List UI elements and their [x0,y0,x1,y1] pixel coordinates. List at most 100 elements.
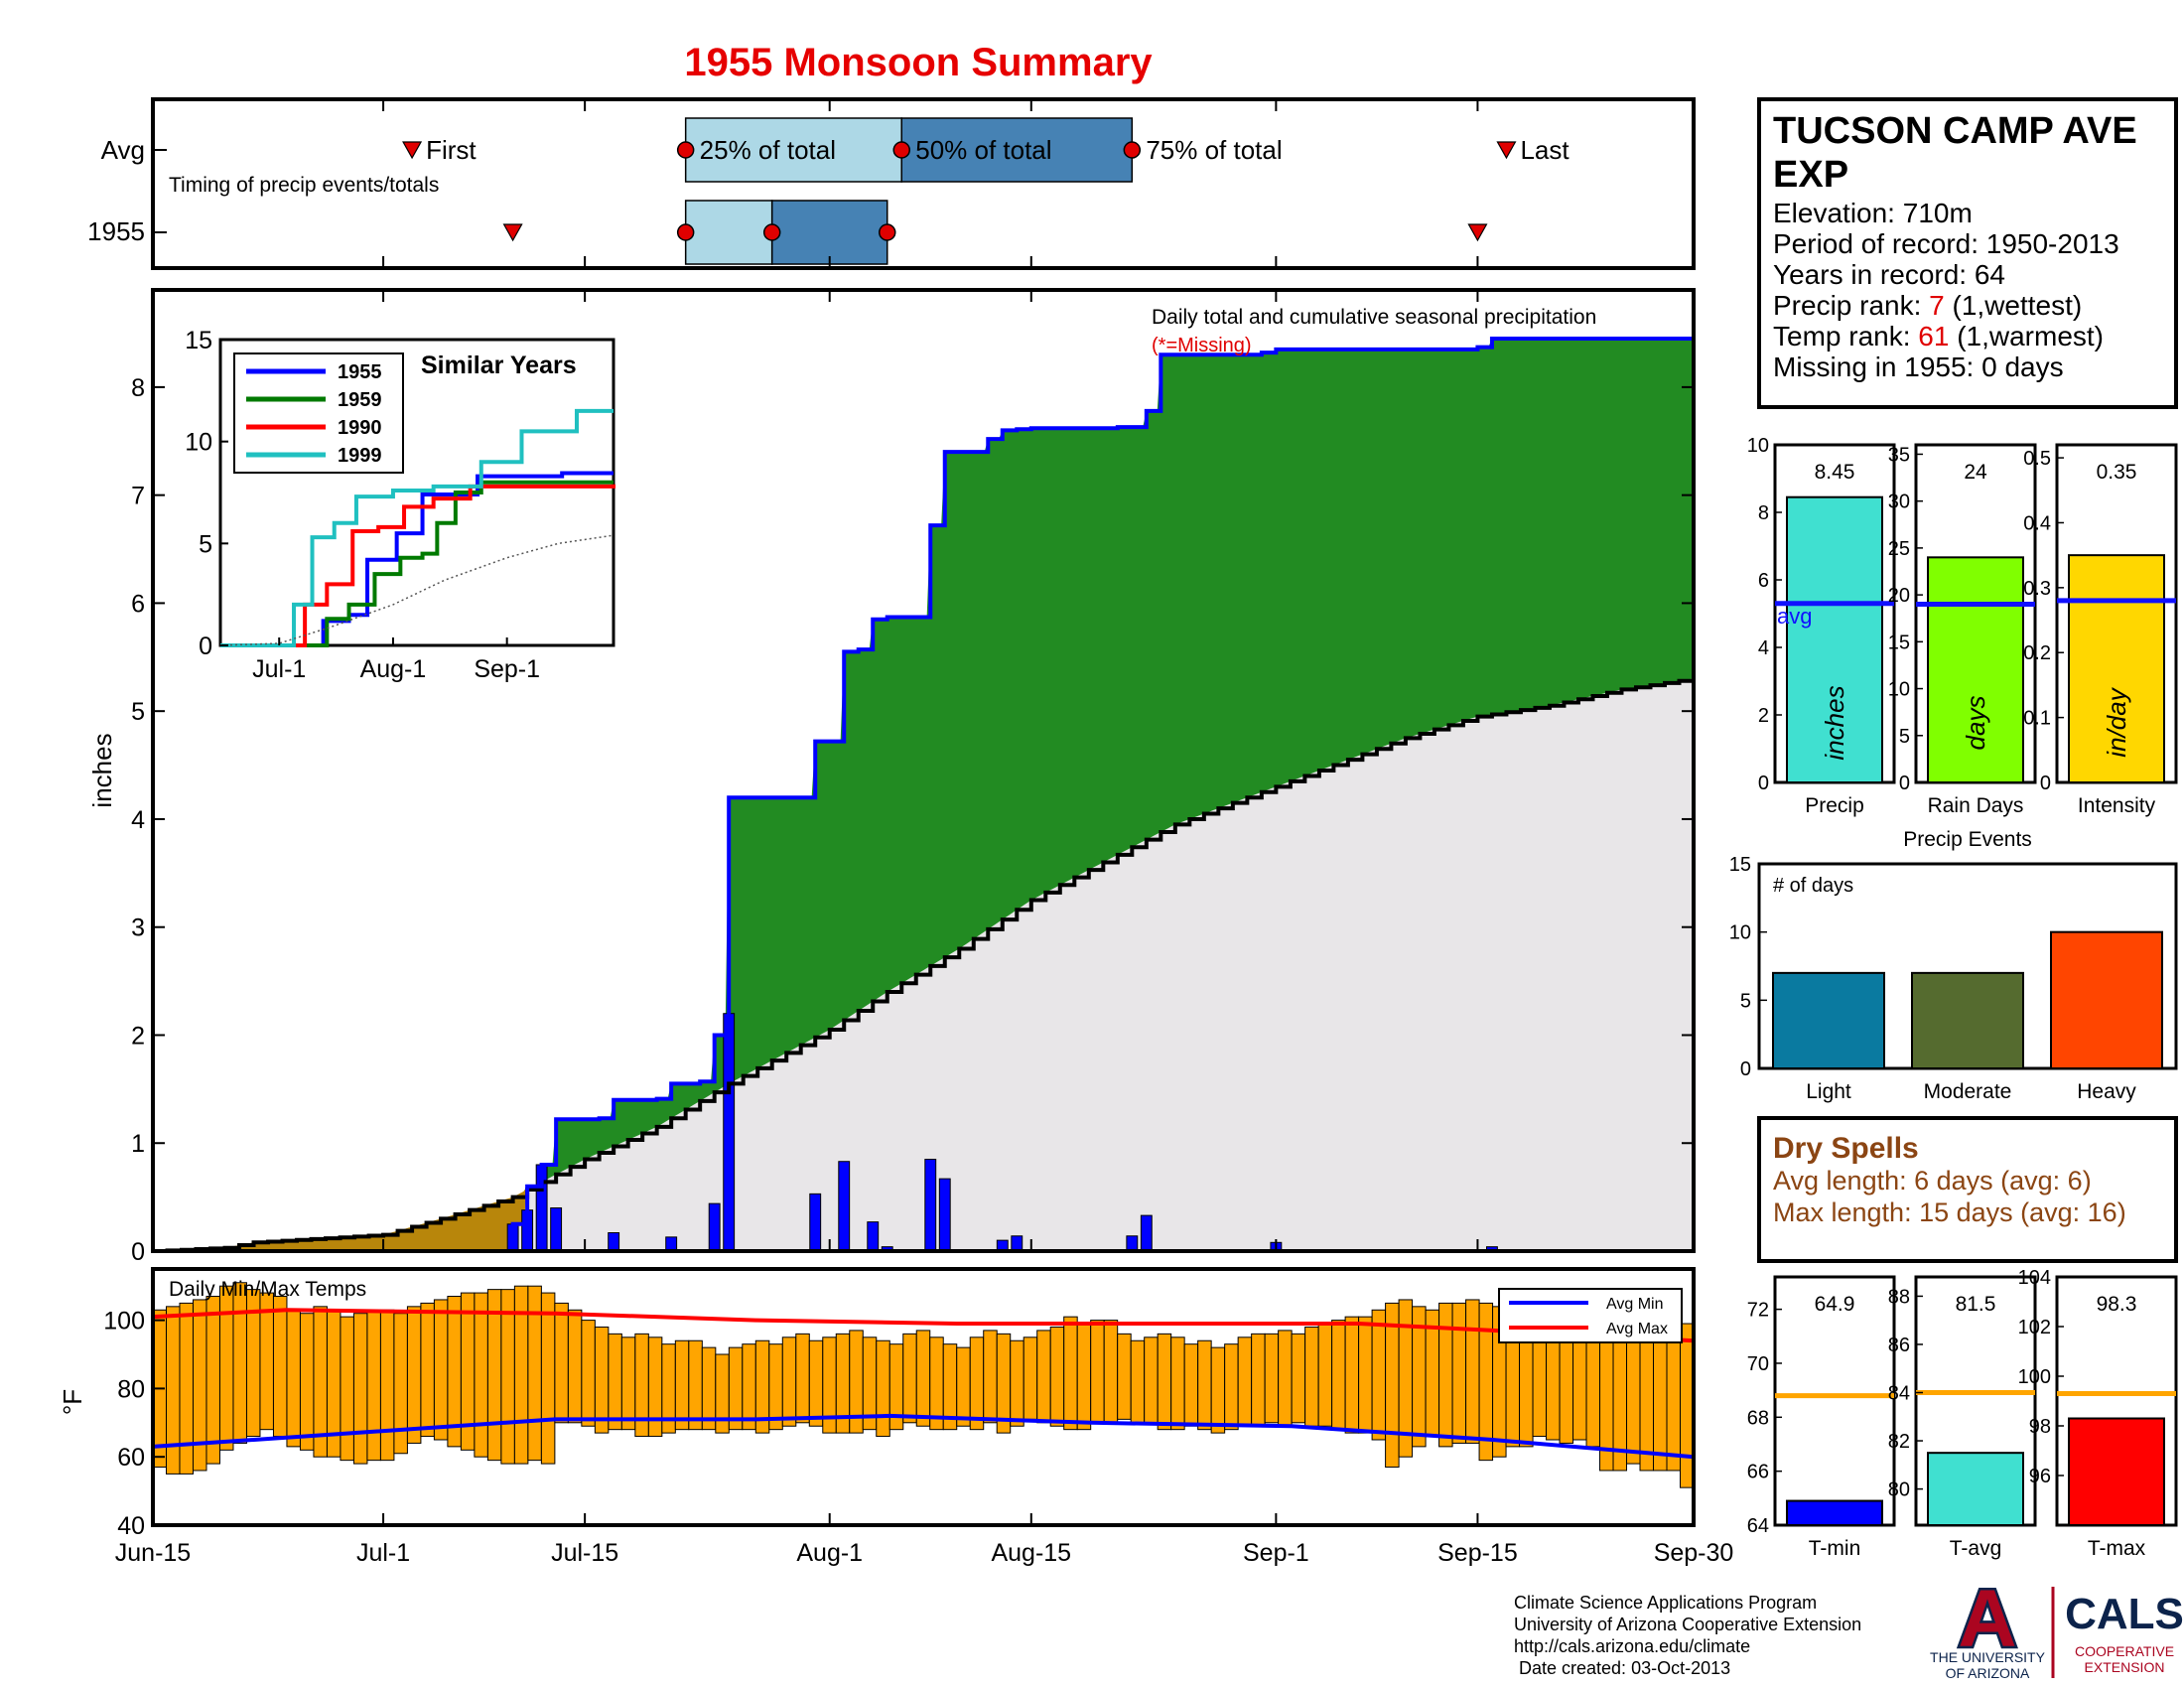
timing-pct-marker-2 [1123,141,1142,159]
daily-precip-bar-12 [924,1159,937,1252]
precip-ylabel: inches [87,733,117,807]
summary-ytick-label-0.2: 0.2 [2023,642,2051,664]
timing-box-50-75 [900,117,1134,183]
precip-annotation: Daily total and cumulative seasonal prec… [1152,306,1596,329]
avg-max-line [152,1308,1695,1343]
temp-bar-69 [1076,1323,1092,1431]
temp-bar-83 [1264,1333,1280,1424]
temp-bar-31 [567,1309,583,1424]
dry-spells-box: Dry Spells Avg length: 6 days (avg: 6) M… [1757,1116,2178,1263]
ytick-label-4: 4 [131,806,145,834]
temp-summary-ytick-label-102: 102 [2018,1317,2051,1338]
avg-cumulative-line [153,678,1696,1253]
temp-summary-ytick-label-70: 70 [1747,1353,1769,1375]
event-ytick-label-10: 10 [1729,922,1751,944]
xtick-label-1: Jul-1 [356,1539,410,1567]
precip-events-title: Precip Events [1903,828,2032,851]
ytick-label-1: 1 [131,1130,145,1158]
inset-ytick-label-10: 10 [185,429,212,457]
temp-bar-64 [1010,1339,1024,1427]
figure-title: 1955 Monsoon Summary [684,41,1153,84]
cumulative-1955-line [153,336,1694,1253]
temp-bar-30 [554,1302,569,1424]
temp-bar-57 [915,1330,931,1427]
temp-bar-91 [1371,1309,1387,1441]
summary-avg-label: avg [1777,604,1812,629]
inset-legend-label-1999: 1999 [338,445,382,467]
summary-ytick-label-8: 8 [1758,502,1769,524]
similar-years-inset: 0 5 10 15 Jul-1 Aug-1 Sep-1 1955 1959 1990 1999 S… [185,327,615,683]
temp-summary-category-label: T-min [1809,1537,1861,1560]
temp-summary-ytick-label-66: 66 [1747,1462,1769,1483]
summary-ytick-label-15: 15 [1888,632,1910,653]
temp-bar-8 [259,1292,274,1431]
temp-bar-49 [808,1339,824,1427]
temp-bar-112 [1653,1326,1668,1472]
temp-bar-2 [179,1302,194,1475]
precip-frame [151,288,1696,1253]
temp-bar-47 [781,1336,797,1427]
temp-bar-87 [1317,1323,1333,1427]
inset-line-1990 [220,484,615,647]
temp-bar-10 [286,1309,301,1448]
inset-legend-label-1955: 1955 [338,361,382,383]
temp-ytick-label-100: 100 [103,1308,145,1336]
temp-bar-43 [728,1346,744,1431]
temp-bar-44 [742,1343,756,1431]
timing-first-marker [402,141,423,160]
timing-pct-label-1: 50% of total [915,135,1051,165]
above-average-fill [153,338,1694,1251]
xtick-label-3: Aug-1 [796,1539,863,1567]
timing-last-marker [1467,223,1488,242]
temp-bar-98 [1465,1299,1480,1444]
ua-logo-text1: THE UNIVERSITY [1930,1649,2046,1665]
inset-xtick-label-0: Jul-1 [252,655,306,683]
temp-summary-t-min: 64.9 T-min 64 66 68 70 72 [1747,1275,1896,1560]
summary-ytick-label-0.5: 0.5 [2023,448,2051,470]
legend-avg-max-label: Avg Max [1606,1321,1668,1337]
daily-precip-bar-15 [1011,1235,1024,1252]
temp-summary-ytick-label-68: 68 [1747,1407,1769,1429]
temp-bar-60 [956,1346,971,1427]
inset-ytick-label-5: 5 [199,530,212,558]
ytick-label-3: 3 [131,914,145,942]
cals-sub1: COOPERATIVE [2075,1643,2174,1659]
temp-bar-18 [393,1313,408,1455]
temp-summary-ytick-label-98: 98 [2029,1416,2051,1438]
temp-bar-90 [1358,1316,1373,1434]
summary-bar [1786,495,1883,783]
temp-bar-19 [406,1306,422,1444]
dry-spells-title: Dry Spells [1773,1132,1919,1165]
temp-bar-9 [272,1296,288,1438]
summary-category-label: Rain Days [1928,794,2024,817]
timing-row-1955-label: 1955 [87,216,145,246]
legend-avg-min-label: Avg Min [1606,1296,1664,1313]
ua-logo-text2: OF ARIZONA [1946,1665,2030,1681]
temp-summary-ytick-label-86: 86 [1888,1335,1910,1356]
ytick-label-2: 2 [131,1022,145,1050]
station-missing: Missing in 1955: 0 days [1773,352,2064,382]
summary-ytick-label-0.4: 0.4 [2023,512,2051,534]
temp-bar-21 [433,1299,449,1441]
daily-precip-bar-9 [838,1161,851,1252]
event-bar-heavy [2050,930,2163,1070]
temp-ytick-label-80: 80 [117,1375,145,1403]
daily-precip-bar-16 [1126,1235,1139,1252]
temp-bar-61 [969,1336,985,1431]
temp-summary-value-label: 81.5 [1956,1293,1996,1316]
temp-bar-66 [1036,1330,1051,1424]
timing-panel: Avg 1955 Timing of precip events/totals … [87,97,1696,270]
daily-precip-bars [506,1013,1498,1252]
temp-bar-17 [379,1309,395,1462]
summary-unit-label: inches [1820,685,1849,760]
university-of-arizona-logo: A THE UNIVERSITY OF ARIZONA [1930,1572,2046,1682]
temp-summary-frame [1773,1275,1896,1527]
temp-bar-37 [647,1336,663,1438]
temp-summary-bars: 64.9 T-min 64 66 68 70 72 81.5 T-avg 80 82 84 86 88 98… [1747,1267,2178,1560]
timing-pct-label-2: 75% of total [1146,135,1282,165]
temp-summary-ytick-label-84: 84 [1888,1383,1910,1405]
temp-bar-114 [1680,1323,1695,1488]
temp-bar-29 [540,1292,556,1465]
ytick-label-5: 5 [131,698,145,726]
footer-line1: Climate Science Applications Program [1514,1593,1817,1613]
